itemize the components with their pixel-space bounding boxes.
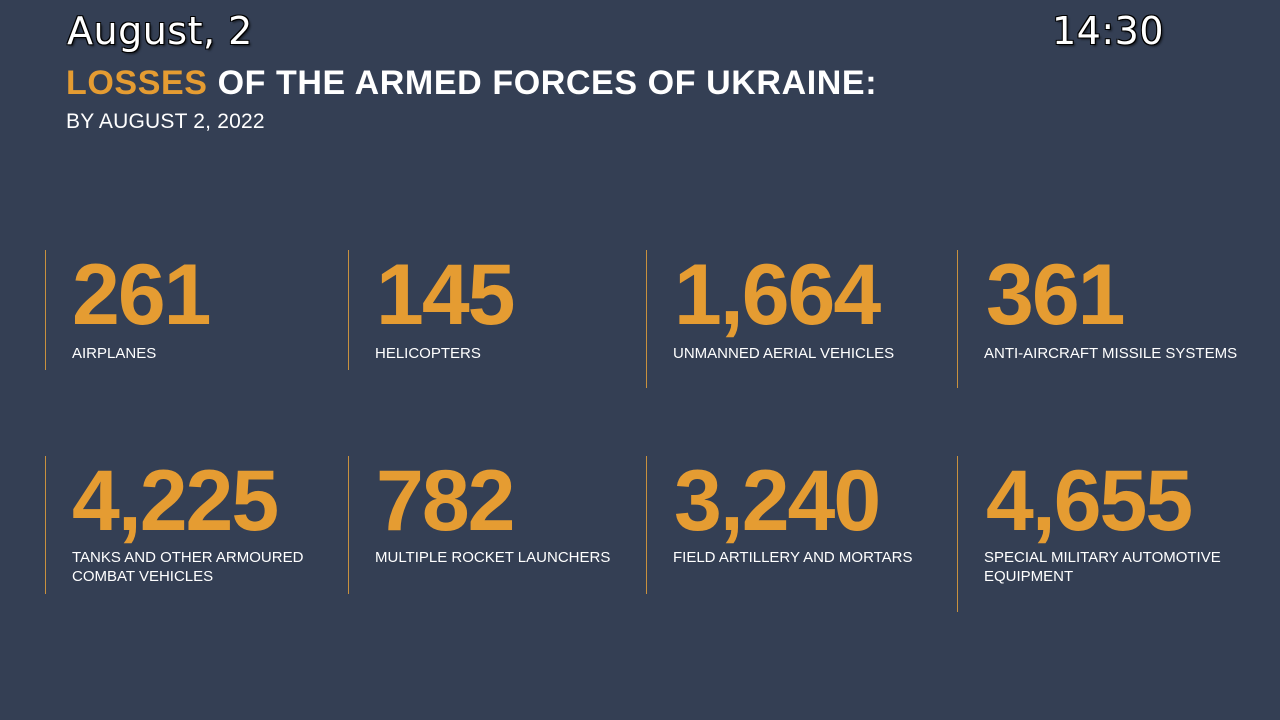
stat-value: 361 xyxy=(986,247,1125,343)
stat-value: 145 xyxy=(376,247,515,343)
stat-label: SPECIAL MILITARY AUTOMOTIVE EQUIPMENT xyxy=(984,548,1221,586)
stat-label: TANKS AND OTHER ARMOURED COMBAT VEHICLES xyxy=(72,548,303,586)
stat-value: 4,655 xyxy=(986,453,1193,549)
stat-label-line: SPECIAL MILITARY AUTOMOTIVE xyxy=(984,549,1221,566)
stat-label: UNMANNED AERIAL VEHICLES xyxy=(673,345,895,362)
stat-label-line: COMBAT VEHICLES xyxy=(72,568,214,585)
stat-unmanned-aerial-vehicles: 1,664 UNMANNED AERIAL VEHICLES xyxy=(646,250,946,388)
page-subtitle: BY AUGUST 2, 2022 xyxy=(66,110,265,133)
stat-anti-aircraft-missile-systems: 361 ANTI-AIRCRAFT MISSILE SYSTEMS xyxy=(957,250,1277,388)
stat-value: 261 xyxy=(72,247,211,343)
stat-special-military-automotive-equipment: 4,655 SPECIAL MILITARY AUTOMOTIVE EQUIPM… xyxy=(957,456,1277,612)
page-title: LOSSES OF THE ARMED FORCES OF UKRAINE: xyxy=(66,66,877,100)
stat-value: 1,664 xyxy=(674,247,881,343)
date-overlay: August, 2 xyxy=(67,9,253,53)
stat-airplanes: 261 AIRPLANES xyxy=(45,250,335,370)
stat-label-line: EQUIPMENT xyxy=(984,568,1074,585)
title-rest: OF THE ARMED FORCES OF UKRAINE: xyxy=(207,64,878,102)
stat-tanks-armoured-vehicles: 4,225 TANKS AND OTHER ARMOURED COMBAT VE… xyxy=(45,456,335,594)
stat-label: FIELD ARTILLERY AND MORTARS xyxy=(673,549,913,566)
stat-label: ANTI-AIRCRAFT MISSILE SYSTEMS xyxy=(984,345,1238,362)
stat-value: 3,240 xyxy=(674,453,881,549)
stat-label: MULTIPLE ROCKET LAUNCHERS xyxy=(375,549,611,566)
stat-field-artillery-mortars: 3,240 FIELD ARTILLERY AND MORTARS xyxy=(646,456,946,594)
stat-label: AIRPLANES xyxy=(72,345,157,362)
time-overlay: 14:30 xyxy=(1052,9,1165,53)
stat-multiple-rocket-launchers: 782 MULTIPLE ROCKET LAUNCHERS xyxy=(348,456,638,594)
stat-helicopters: 145 HELICOPTERS xyxy=(348,250,638,370)
stat-value: 4,225 xyxy=(72,453,279,549)
stat-label: HELICOPTERS xyxy=(375,345,481,362)
stat-label-line: TANKS AND OTHER ARMOURED xyxy=(72,549,304,566)
title-accent-word: LOSSES xyxy=(66,64,208,102)
stat-value: 782 xyxy=(376,453,515,549)
